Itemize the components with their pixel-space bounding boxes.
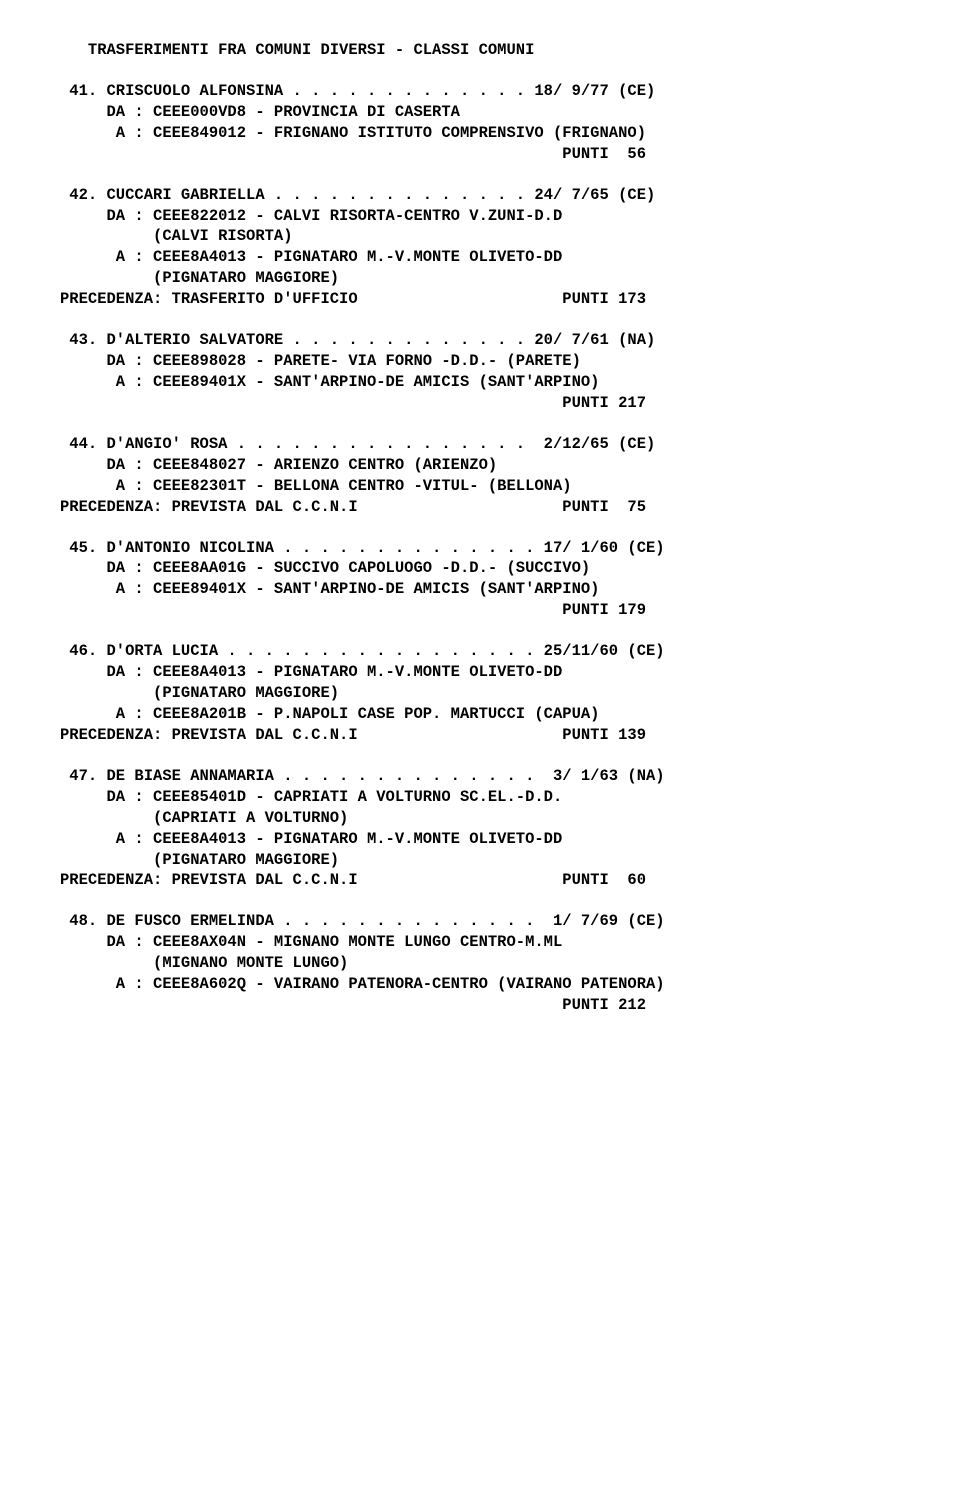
- entry-da: DA : CEEE85401D - CAPRIATI A VOLTURNO SC…: [60, 787, 900, 808]
- entry-punti: PUNTI 217: [60, 393, 900, 414]
- entry-a: A : CEEE82301T - BELLONA CENTRO -VITUL- …: [60, 476, 900, 497]
- entry-header: 47. DE BIASE ANNAMARIA . . . . . . . . .…: [60, 766, 900, 787]
- entry-a: A : CEEE89401X - SANT'ARPINO-DE AMICIS (…: [60, 372, 900, 393]
- entry-da: DA : CEEE000VD8 - PROVINCIA DI CASERTA: [60, 102, 900, 123]
- entry-da: DA : CEEE8AX04N - MIGNANO MONTE LUNGO CE…: [60, 932, 900, 953]
- entry-a: A : CEEE8A4013 - PIGNATARO M.-V.MONTE OL…: [60, 829, 900, 850]
- entry-a: A : CEEE89401X - SANT'ARPINO-DE AMICIS (…: [60, 579, 900, 600]
- entry-header: 42. CUCCARI GABRIELLA . . . . . . . . . …: [60, 185, 900, 206]
- entry-punti: PUNTI 179: [60, 600, 900, 621]
- page-header: TRASFERIMENTI FRA COMUNI DIVERSI - CLASS…: [60, 40, 900, 61]
- entry-48: 48. DE FUSCO ERMELINDA . . . . . . . . .…: [60, 911, 900, 1016]
- entry-a: A : CEEE8A602Q - VAIRANO PATENORA-CENTRO…: [60, 974, 900, 995]
- entry-a: A : CEEE8A4013 - PIGNATARO M.-V.MONTE OL…: [60, 247, 900, 268]
- entry-da2: (CAPRIATI A VOLTURNO): [60, 808, 900, 829]
- entry-da2: (PIGNATARO MAGGIORE): [60, 683, 900, 704]
- entry-da: DA : CEEE848027 - ARIENZO CENTRO (ARIENZ…: [60, 455, 900, 476]
- entry-da: DA : CEEE8A4013 - PIGNATARO M.-V.MONTE O…: [60, 662, 900, 683]
- entry-prec: PRECEDENZA: PREVISTA DAL C.C.N.I PUNTI 7…: [60, 497, 900, 518]
- entry-header: 48. DE FUSCO ERMELINDA . . . . . . . . .…: [60, 911, 900, 932]
- entry-header: 43. D'ALTERIO SALVATORE . . . . . . . . …: [60, 330, 900, 351]
- entry-45: 45. D'ANTONIO NICOLINA . . . . . . . . .…: [60, 538, 900, 622]
- entry-da2: (CALVI RISORTA): [60, 226, 900, 247]
- entry-punti: PUNTI 56: [60, 144, 900, 165]
- entry-prec: PRECEDENZA: PREVISTA DAL C.C.N.I PUNTI 1…: [60, 725, 900, 746]
- entry-46: 46. D'ORTA LUCIA . . . . . . . . . . . .…: [60, 641, 900, 746]
- entry-a2: (PIGNATARO MAGGIORE): [60, 850, 900, 871]
- entry-da: DA : CEEE898028 - PARETE- VIA FORNO -D.D…: [60, 351, 900, 372]
- entry-41: 41. CRISCUOLO ALFONSINA . . . . . . . . …: [60, 81, 900, 165]
- entry-prec: PRECEDENZA: TRASFERITO D'UFFICIO PUNTI 1…: [60, 289, 900, 310]
- entry-header: 41. CRISCUOLO ALFONSINA . . . . . . . . …: [60, 81, 900, 102]
- entry-header: 45. D'ANTONIO NICOLINA . . . . . . . . .…: [60, 538, 900, 559]
- entry-prec: PRECEDENZA: PREVISTA DAL C.C.N.I PUNTI 6…: [60, 870, 900, 891]
- entry-punti: PUNTI 212: [60, 995, 900, 1016]
- entry-47: 47. DE BIASE ANNAMARIA . . . . . . . . .…: [60, 766, 900, 892]
- entry-header: 46. D'ORTA LUCIA . . . . . . . . . . . .…: [60, 641, 900, 662]
- entry-a2: (PIGNATARO MAGGIORE): [60, 268, 900, 289]
- entry-da2: (MIGNANO MONTE LUNGO): [60, 953, 900, 974]
- entry-da: DA : CEEE8AA01G - SUCCIVO CAPOLUOGO -D.D…: [60, 558, 900, 579]
- entry-42: 42. CUCCARI GABRIELLA . . . . . . . . . …: [60, 185, 900, 311]
- entry-header: 44. D'ANGIO' ROSA . . . . . . . . . . . …: [60, 434, 900, 455]
- entry-43: 43. D'ALTERIO SALVATORE . . . . . . . . …: [60, 330, 900, 414]
- entry-a: A : CEEE8A201B - P.NAPOLI CASE POP. MART…: [60, 704, 900, 725]
- entry-44: 44. D'ANGIO' ROSA . . . . . . . . . . . …: [60, 434, 900, 518]
- entry-a: A : CEEE849012 - FRIGNANO ISTITUTO COMPR…: [60, 123, 900, 144]
- entry-da: DA : CEEE822012 - CALVI RISORTA-CENTRO V…: [60, 206, 900, 227]
